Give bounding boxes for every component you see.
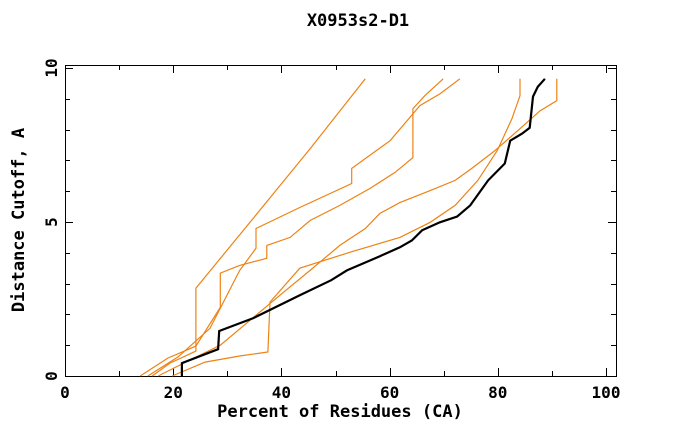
orange-curve-3 bbox=[147, 78, 461, 377]
y-tick-label: 10 bbox=[42, 58, 61, 77]
x-tick-label: 60 bbox=[380, 383, 399, 402]
chart-title: X0953s2-D1 bbox=[307, 11, 409, 31]
x-tick-label: 80 bbox=[488, 383, 507, 402]
orange-curve-4 bbox=[171, 78, 521, 377]
x-axis-label: Percent of Residues (CA) bbox=[217, 402, 463, 422]
x-tick-label: 0 bbox=[60, 383, 70, 402]
x-tick-label: 40 bbox=[272, 383, 291, 402]
tick-labels: 0 20 40 60 80 100 0 5 10 bbox=[42, 58, 620, 402]
y-tick-label: 5 bbox=[42, 217, 61, 227]
x-tick-label: 100 bbox=[592, 383, 621, 402]
black-curve bbox=[180, 78, 546, 376]
y-tick-label: 0 bbox=[42, 371, 61, 381]
orange-curve-1 bbox=[151, 78, 366, 377]
y-axis-label: Distance Cutoff, A bbox=[9, 128, 29, 312]
x-tick-label: 20 bbox=[164, 383, 183, 402]
series-lines bbox=[139, 78, 558, 377]
axes-frame bbox=[65, 65, 617, 377]
orange-curve-5 bbox=[157, 78, 558, 377]
orange-curve-2 bbox=[139, 78, 444, 377]
plot-frame bbox=[65, 65, 617, 377]
